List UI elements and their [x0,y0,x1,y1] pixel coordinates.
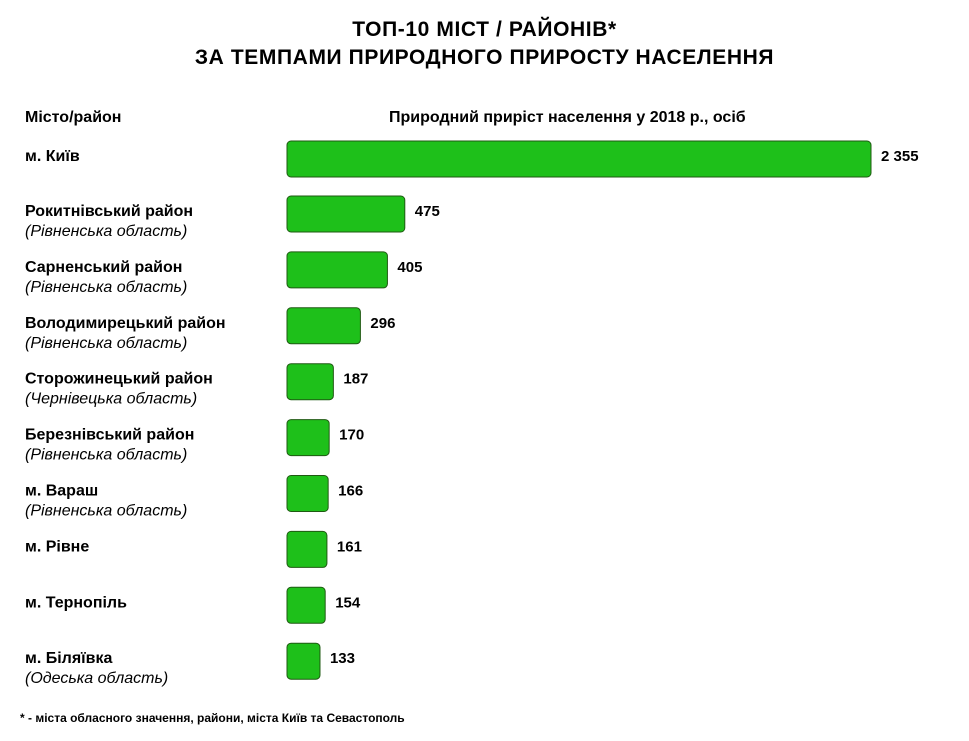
data-label: 187 [343,371,368,388]
category-label: Володимирецький район [25,315,226,332]
bar [286,251,388,289]
category-label: м. Рівне [25,538,89,555]
footnote: * - міста обласного значення, райони, мі… [20,711,405,725]
bar [286,530,328,568]
category-label: м. Київ [25,148,80,165]
region-label: (Рівненська область) [25,447,187,464]
region-label: (Чернівецька область) [25,391,197,408]
data-label: 154 [335,594,361,611]
data-label: 170 [339,427,364,444]
data-label: 475 [415,203,440,220]
bar [286,195,406,233]
category-label: м. Біляївка [25,650,113,667]
data-label: 133 [330,650,355,667]
category-column-header: Місто/район [25,109,122,126]
bar [286,475,329,512]
chart-title-line2: ЗА ТЕМПАМИ ПРИРОДНОГО ПРИРОСТУ НАСЕЛЕННЯ [194,46,775,69]
bar [286,419,330,457]
data-label: 161 [337,538,362,555]
region-label: (Рівненська область) [25,335,187,352]
category-label: Березнівський район [25,427,194,444]
category-label: Сторожинецький район [25,371,213,388]
value-column-header: Природний приріст населення у 2018 р., о… [389,109,746,126]
category-label: м. Тернопіль [25,594,127,611]
data-label: 166 [338,483,363,500]
chart-title-line1: ТОП-10 МІСТ / РАЙОНІВ* [352,18,617,41]
data-label: 2 355 [881,148,919,165]
region-label: (Одеська область) [25,670,168,687]
bar [286,307,361,345]
category-label: Сарненський район [25,259,182,276]
bar [286,642,321,680]
category-label: м. Вараш [25,483,98,500]
data-label: 296 [370,315,395,332]
bar [286,586,326,624]
data-label: 405 [397,259,422,276]
region-label: (Рівненська область) [25,503,187,520]
region-label: (Рівненська область) [25,279,187,296]
bar [286,140,872,178]
bar [286,363,334,401]
region-label: (Рівненська область) [25,223,187,240]
category-label: Рокитнівський район [25,203,193,220]
